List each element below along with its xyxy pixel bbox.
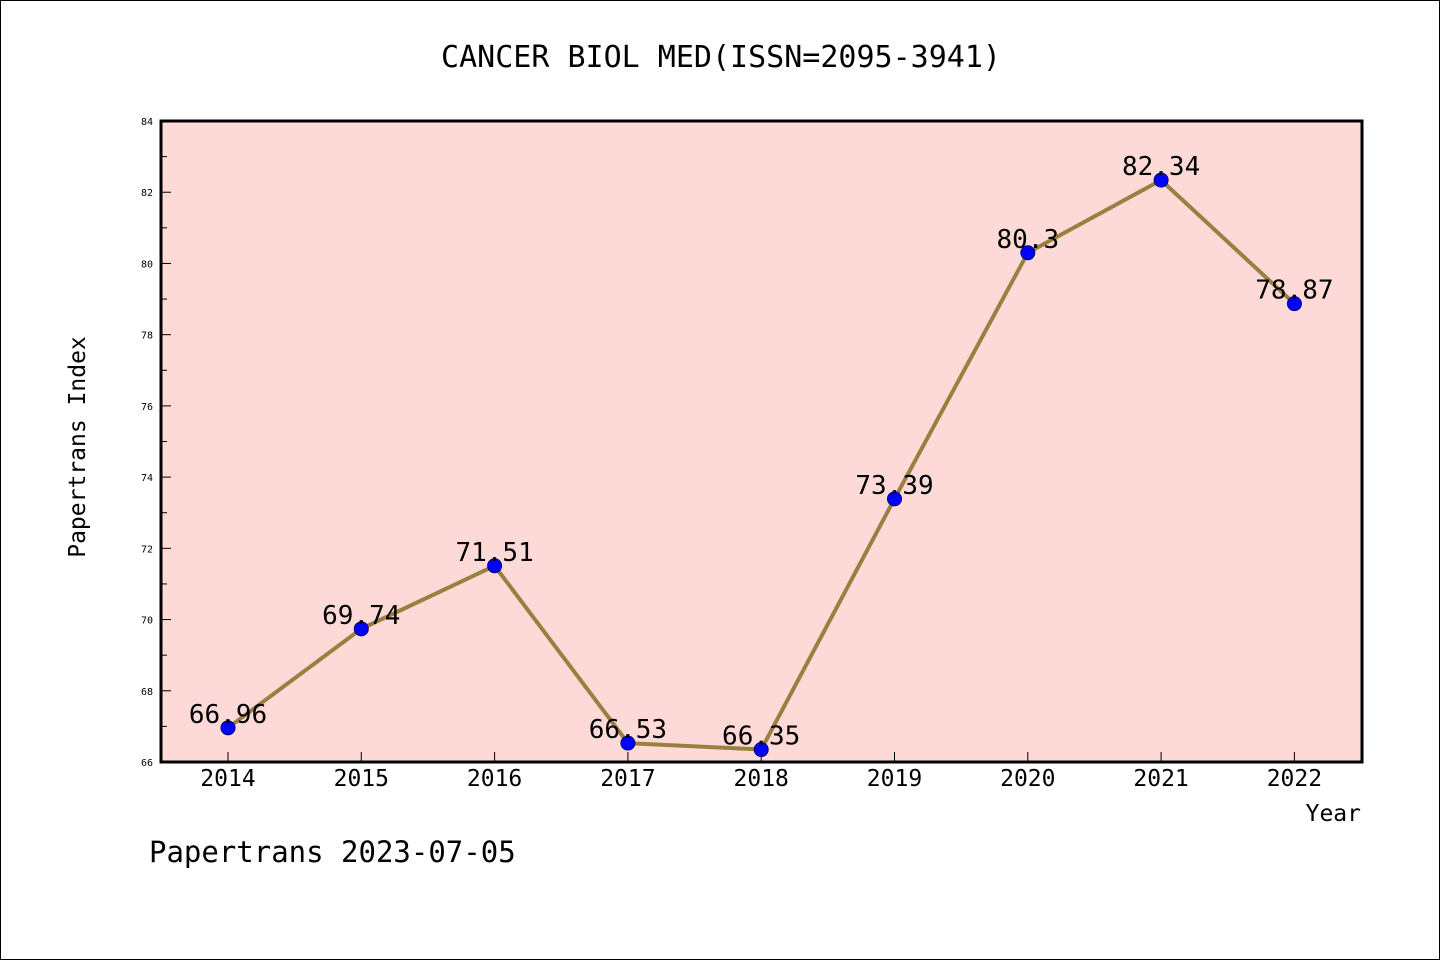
x-tick-label: 2022 — [1267, 766, 1322, 792]
data-label: 66.53 — [589, 715, 667, 745]
y-tick-label: 68 — [141, 687, 153, 698]
data-label: 73.39 — [855, 471, 933, 501]
data-point — [1286, 296, 1302, 312]
data-label: 71.51 — [455, 538, 533, 568]
chart-title: CANCER BIOL MED(ISSN=2095-3941) — [441, 40, 1001, 75]
x-tick-label: 2019 — [867, 766, 922, 792]
data-point — [220, 720, 236, 736]
footer-credit: Papertrans 2023-07-05 — [149, 835, 516, 869]
data-point — [1153, 172, 1169, 188]
data-label: 66.96 — [189, 700, 267, 730]
data-point — [887, 491, 902, 507]
x-axis: 2014 2015 2016 2017 2018 2019 2020 2021 2022 — [200, 752, 1322, 792]
y-tick-label: 78 — [141, 331, 153, 342]
x-tick-label: 2016 — [467, 766, 522, 792]
data-label: 78.87 — [1255, 276, 1333, 306]
y-tick-label: 74 — [141, 473, 153, 484]
x-tick-label: 2014 — [200, 766, 255, 792]
y-tick-label: 70 — [141, 616, 153, 627]
x-tick-label: 2021 — [1133, 766, 1188, 792]
x-tick-label: 2020 — [1000, 766, 1055, 792]
data-label: 80.3 — [996, 225, 1059, 255]
data-label: 82.34 — [1122, 152, 1200, 182]
y-axis: 66 68 70 72 74 76 78 80 82 84 — [141, 117, 171, 769]
x-tick-label: 2015 — [334, 766, 389, 792]
data-labels: 66.96 69.74 71.51 66.53 66.35 73.39 80.3 82.34 7… — [189, 152, 1334, 751]
data-point — [620, 735, 636, 751]
x-axis-label: Year — [1306, 801, 1361, 827]
y-tick-label: 72 — [141, 544, 153, 555]
data-point — [753, 742, 769, 758]
data-label: 66.35 — [722, 722, 800, 752]
x-tick-label: 2018 — [734, 766, 789, 792]
y-axis-label: Papertrans Index — [65, 336, 91, 558]
y-tick-label: 76 — [141, 402, 153, 413]
data-label: 69.74 — [322, 601, 400, 631]
y-tick-label: 66 — [141, 758, 153, 769]
y-tick-label: 80 — [141, 259, 153, 270]
data-point — [353, 621, 369, 637]
data-point — [487, 558, 503, 574]
data-point — [1020, 245, 1036, 261]
plot-area — [159, 119, 1364, 764]
series-markers — [220, 172, 1302, 758]
y-tick-label: 84 — [141, 117, 153, 128]
y-tick-label: 82 — [141, 188, 153, 199]
x-tick-label: 2017 — [600, 766, 655, 792]
